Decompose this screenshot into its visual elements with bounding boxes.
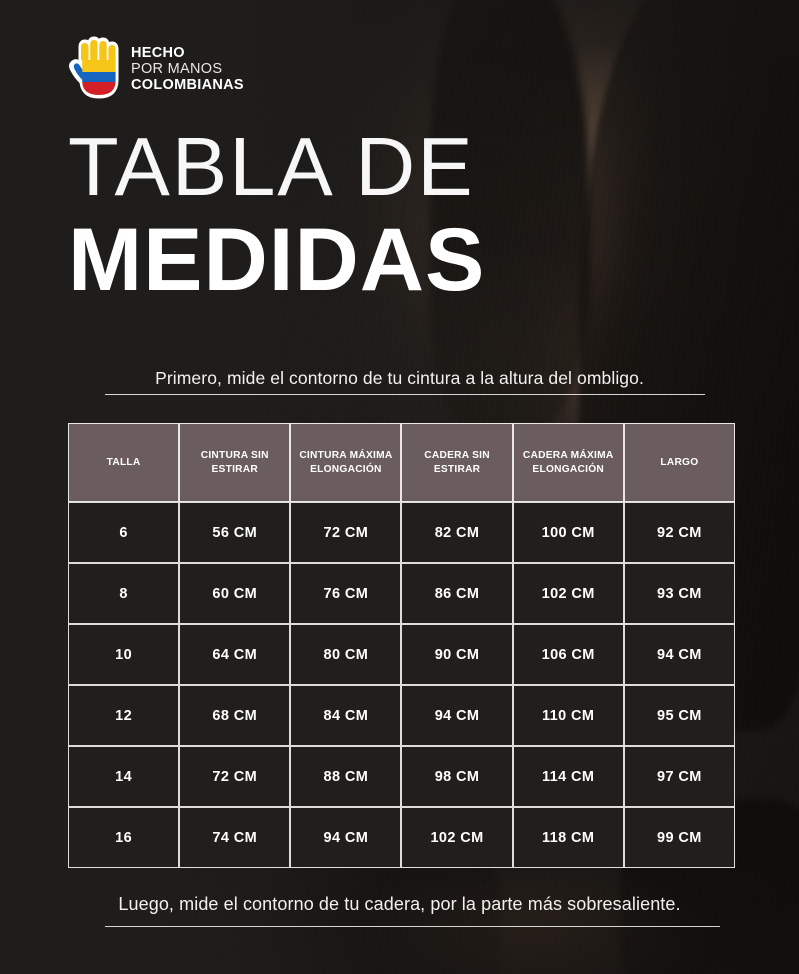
- cell-talla: 6: [68, 502, 180, 563]
- page-title-line-1: TABLA DE: [68, 120, 475, 213]
- cell-talla: 8: [68, 563, 180, 624]
- brand-logo: HECHO POR MANOS COLOMBIANAS: [68, 36, 244, 102]
- cell-cadera-sin-estirar: 98 CM: [401, 746, 513, 807]
- column-header-talla: TALLA: [68, 423, 180, 502]
- table-row: 10 64 CM 80 CM 90 CM 106 CM 94 CM: [68, 624, 735, 685]
- cell-cintura-maxima: 84 CM: [290, 685, 402, 746]
- column-header-cintura-sin-estirar: CINTURA SIN ESTIRAR: [179, 423, 291, 502]
- cell-cadera-sin-estirar: 90 CM: [401, 624, 513, 685]
- table-row: 6 56 CM 72 CM 82 CM 100 CM 92 CM: [68, 502, 735, 563]
- cell-largo: 94 CM: [623, 624, 735, 685]
- table-header-row: TALLA CINTURA SIN ESTIRAR CINTURA MÁXIMA…: [68, 423, 735, 502]
- cell-largo: 97 CM: [623, 746, 735, 807]
- cell-cadera-maxima: 102 CM: [512, 563, 624, 624]
- cell-largo: 92 CM: [623, 502, 735, 563]
- cell-cadera-maxima: 118 CM: [512, 807, 624, 868]
- cell-cintura-sin-estirar: 74 CM: [179, 807, 291, 868]
- column-header-cadera-sin-estirar: CADERA SIN ESTIRAR: [401, 423, 513, 502]
- cell-cadera-maxima: 114 CM: [512, 746, 624, 807]
- cell-cadera-sin-estirar: 102 CM: [401, 807, 513, 868]
- cell-cadera-maxima: 100 CM: [512, 502, 624, 563]
- cell-talla: 10: [68, 624, 180, 685]
- cell-cadera-maxima: 110 CM: [512, 685, 624, 746]
- cell-talla: 16: [68, 807, 180, 868]
- divider-bottom: [105, 926, 720, 928]
- cell-cintura-sin-estirar: 68 CM: [179, 685, 291, 746]
- page-title: TABLA DE MEDIDAS: [68, 120, 486, 309]
- brand-line-1: HECHO: [131, 44, 185, 61]
- table-row: 8 60 CM 76 CM 86 CM 102 CM 93 CM: [68, 563, 735, 624]
- table-row: 12 68 CM 84 CM 94 CM 110 CM 95 CM: [68, 685, 735, 746]
- brand-logo-text: HECHO POR MANOS COLOMBIANAS: [131, 45, 244, 94]
- instruction-hip: Luego, mide el contorno de tu cadera, po…: [118, 894, 681, 914]
- cell-cintura-sin-estirar: 60 CM: [179, 563, 291, 624]
- page-title-line-2: MEDIDAS: [68, 208, 486, 309]
- cell-cintura-sin-estirar: 72 CM: [179, 746, 291, 807]
- column-header-cintura-maxima: CINTURA MÁXIMA ELONGACIÓN: [290, 423, 402, 502]
- colombian-hand-icon: [69, 36, 119, 99]
- cell-cintura-sin-estirar: 56 CM: [179, 502, 291, 563]
- measurements-table: TALLA CINTURA SIN ESTIRAR CINTURA MÁXIMA…: [68, 423, 735, 868]
- cell-cintura-maxima: 88 CM: [290, 746, 402, 807]
- cell-talla: 12: [68, 685, 180, 746]
- brand-line-2: POR MANOS: [131, 60, 223, 77]
- cell-largo: 99 CM: [623, 807, 735, 868]
- divider-top: [105, 394, 705, 396]
- instruction-waist: Primero, mide el contorno de tu cintura …: [155, 368, 644, 388]
- cell-largo: 95 CM: [623, 685, 735, 746]
- cell-cadera-sin-estirar: 86 CM: [401, 563, 513, 624]
- cell-cintura-maxima: 80 CM: [290, 624, 402, 685]
- column-header-cadera-maxima: CADERA MÁXIMA ELONGACIÓN: [512, 423, 624, 502]
- cell-talla: 14: [68, 746, 180, 807]
- cell-largo: 93 CM: [623, 563, 735, 624]
- cell-cadera-maxima: 106 CM: [512, 624, 624, 685]
- cell-cintura-maxima: 76 CM: [290, 563, 402, 624]
- table-row: 14 72 CM 88 CM 98 CM 114 CM 97 CM: [68, 746, 735, 807]
- cell-cintura-maxima: 72 CM: [290, 502, 402, 563]
- cell-cintura-sin-estirar: 64 CM: [179, 624, 291, 685]
- table-row: 16 74 CM 94 CM 102 CM 118 CM 99 CM: [68, 807, 735, 868]
- cell-cadera-sin-estirar: 82 CM: [401, 502, 513, 563]
- cell-cintura-maxima: 94 CM: [290, 807, 402, 868]
- brand-line-3: COLOMBIANAS: [131, 77, 244, 94]
- cell-cadera-sin-estirar: 94 CM: [401, 685, 513, 746]
- column-header-largo: LARGO: [623, 423, 735, 502]
